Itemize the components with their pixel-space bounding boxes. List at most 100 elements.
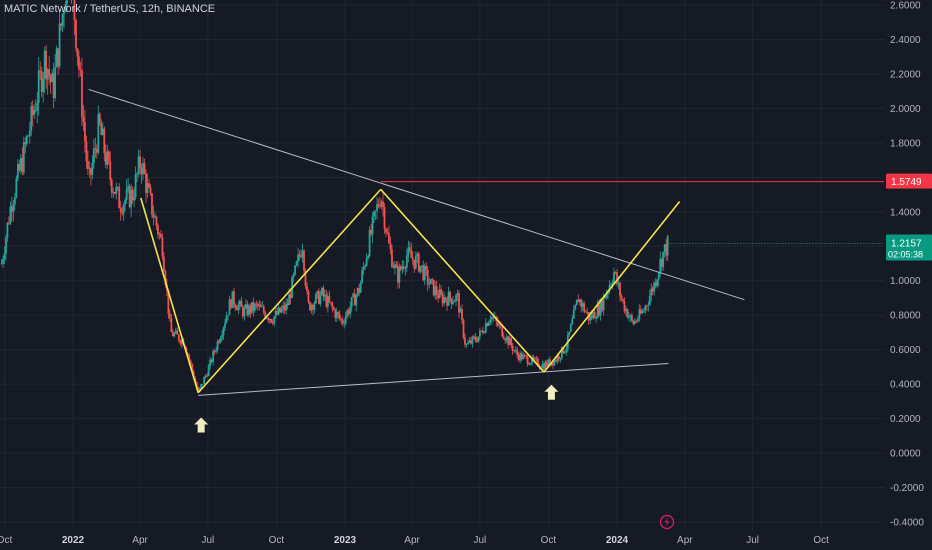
pattern-line[interactable] (380, 188, 545, 373)
candle (374, 210, 377, 220)
candle (250, 302, 253, 315)
lightning-icon[interactable] (659, 514, 675, 530)
candle-body (16, 163, 19, 179)
candle (481, 326, 484, 335)
candle (523, 353, 526, 358)
candle (349, 301, 352, 319)
candle-body (632, 320, 635, 325)
candle-body (48, 69, 51, 76)
candle (405, 248, 408, 273)
candle (361, 266, 364, 285)
candle-body (152, 214, 155, 218)
candle-body (81, 70, 83, 117)
candle (459, 306, 462, 313)
candle-body (620, 295, 623, 299)
candle (429, 279, 432, 285)
candle-body (402, 266, 405, 269)
candle (486, 322, 489, 327)
candle-body (101, 128, 104, 136)
ascending-support-line[interactable] (198, 362, 669, 396)
candle-body (61, 14, 64, 26)
candle (276, 307, 279, 316)
candle-body (197, 387, 200, 392)
candle-body (446, 300, 448, 306)
candle (104, 144, 107, 169)
candle-body (623, 301, 626, 312)
candle-body (309, 302, 311, 311)
pattern-line[interactable] (543, 200, 681, 373)
descending-trend-line[interactable] (88, 88, 745, 301)
candle (316, 290, 319, 299)
candle-body (130, 189, 133, 208)
candle (513, 349, 516, 353)
candle (268, 318, 271, 324)
candle-body (131, 189, 134, 201)
candle-body (647, 304, 650, 306)
candle (575, 299, 578, 306)
candle (174, 327, 177, 334)
candle (636, 316, 639, 323)
candle (243, 304, 246, 321)
candle-body (170, 318, 173, 333)
candle (416, 251, 419, 264)
candle-body (467, 342, 469, 345)
candle-body (303, 250, 305, 271)
candle-body (650, 288, 653, 297)
candle-body (526, 356, 529, 364)
candle (571, 315, 574, 325)
candle (43, 46, 46, 94)
candle-body (295, 261, 298, 266)
candle-body (586, 311, 589, 313)
candle-body (546, 362, 548, 366)
candle (143, 158, 146, 175)
candle (367, 254, 370, 261)
candle (660, 257, 663, 272)
candle-body (21, 158, 24, 173)
candle-body (171, 332, 174, 337)
candle (578, 298, 581, 306)
candle (350, 296, 353, 312)
candle (662, 251, 665, 272)
candle (346, 308, 349, 319)
candle (613, 267, 615, 285)
candle-body (355, 295, 358, 306)
candle-body (279, 307, 282, 313)
candle-body (142, 163, 144, 175)
candle-body (325, 294, 328, 307)
candle-body (456, 293, 459, 296)
candle (519, 351, 522, 364)
candle-body (554, 360, 557, 362)
candle (470, 336, 472, 345)
candle (639, 305, 642, 315)
candle-body (629, 315, 632, 317)
candle-body (520, 353, 523, 360)
candle (280, 305, 283, 314)
candle-body (404, 267, 407, 269)
candle-body (644, 305, 647, 311)
candle-body (198, 387, 201, 392)
candle (638, 304, 641, 323)
candle-body (580, 299, 583, 307)
candle-body (478, 330, 481, 337)
candle-body (3, 253, 6, 260)
candle (167, 290, 170, 319)
candle-body (322, 287, 325, 297)
pattern-line[interactable] (140, 197, 199, 393)
candle-body (452, 301, 454, 305)
candle-body (215, 349, 217, 352)
x-tick-label: Apr (404, 535, 420, 546)
candle-body (619, 282, 621, 296)
candle (145, 169, 147, 203)
candle (85, 135, 88, 170)
candle-body (206, 375, 209, 377)
pattern-line[interactable] (197, 188, 382, 394)
candle-body (464, 337, 466, 345)
candle-body (219, 338, 222, 343)
candle-body (388, 233, 390, 244)
candle-body (140, 167, 143, 175)
candle-body (556, 355, 559, 362)
candle (563, 350, 566, 354)
candle (110, 177, 113, 198)
